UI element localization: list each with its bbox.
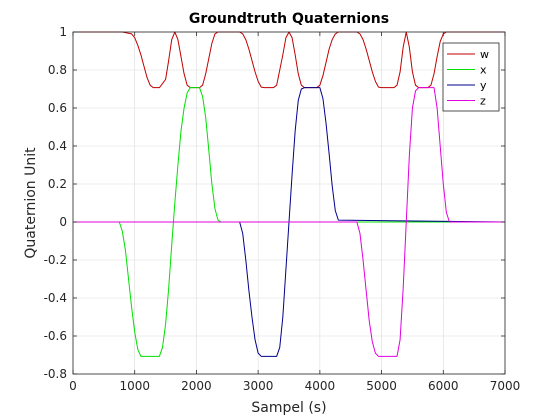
y-tick-label: 0.2: [48, 177, 67, 191]
y-axis-label: Quaternion Unit: [23, 147, 39, 259]
legend-label-y: y: [480, 79, 487, 92]
plot-area: [73, 32, 505, 374]
series-line-x: [73, 87, 505, 357]
x-tick-label: 1000: [119, 379, 150, 393]
y-tick-label: 0.8: [48, 63, 67, 77]
y-tick-label: 0.4: [48, 139, 67, 153]
series-layer: [73, 31, 506, 357]
x-tick-label: 6000: [428, 379, 459, 393]
x-tick-label: 3000: [243, 379, 274, 393]
x-tick-label: 5000: [366, 379, 397, 393]
y-tick-label: -0.8: [44, 367, 67, 381]
y-tick-label: 1: [59, 25, 67, 39]
x-tick-label: 2000: [181, 379, 212, 393]
x-axis-label: Sampel (s): [251, 400, 326, 416]
x-tick-label: 7000: [490, 379, 521, 393]
ticks: 0 1000 2000 3000 4000 5000 6000 7000 1 0.8 0.6 0.4 0…: [44, 25, 521, 393]
chart-title: Groundtruth Quaternions: [189, 11, 389, 27]
y-tick-label: 0: [59, 215, 67, 229]
series-line-w: [73, 31, 505, 89]
legend-label-z: z: [480, 95, 486, 108]
y-tick-label: -0.6: [44, 329, 67, 343]
plot-frame: [72, 31, 506, 375]
legend-label-w: w: [480, 48, 489, 61]
x-tick-label: 0: [69, 379, 77, 393]
y-tick-label: -0.4: [44, 291, 67, 305]
legend-label-x: x: [480, 64, 487, 77]
series-line-z: [73, 87, 505, 357]
x-tick-label: 4000: [305, 379, 336, 393]
y-tick-label: 0.6: [48, 101, 67, 115]
y-tick-label: -0.2: [44, 253, 67, 267]
